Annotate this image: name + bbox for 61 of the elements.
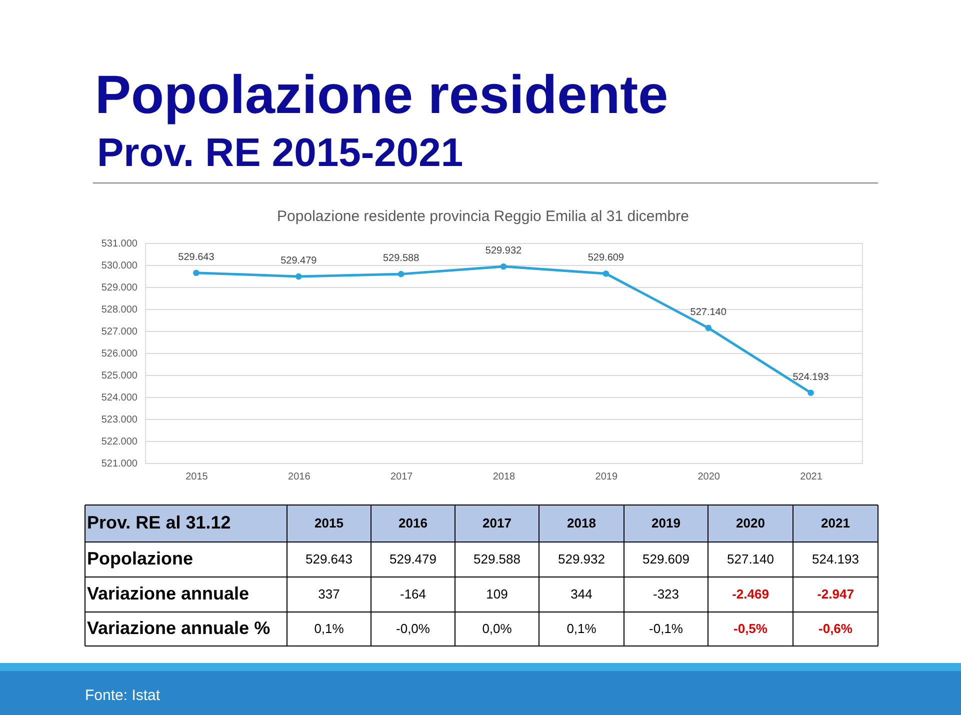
x-tick-label: 2015 — [186, 472, 208, 482]
text: -0,0% — [396, 621, 430, 636]
text: 344 — [570, 586, 592, 602]
source-note: Fonte: Istat — [85, 687, 161, 704]
category-label: 2016 — [398, 516, 428, 530]
text: 529.588 — [382, 253, 420, 264]
text: Variazione annuale — [87, 584, 250, 604]
x-tick-label: 2016 — [288, 472, 311, 482]
text: 529.609 — [642, 552, 690, 566]
text: 529.479 — [390, 552, 436, 566]
text: 337 — [318, 586, 340, 602]
y-tick-label: 530.000 — [101, 260, 138, 272]
text: 529.479 — [280, 255, 317, 266]
text: -0,6% — [818, 621, 853, 636]
category-label: 2019 — [652, 516, 680, 530]
x-tick-label: 2018 — [492, 472, 516, 482]
y-tick-label: 522.000 — [101, 436, 138, 448]
text: 524.193 — [812, 552, 859, 566]
text: Prov. RE al 31.12 — [87, 512, 231, 532]
text: -164 — [400, 586, 426, 602]
y-tick-label: 525.000 — [101, 370, 138, 382]
text: Popolazione residente provincia Reggio Emilia al 31 dicembre — [277, 208, 689, 225]
text: 524.193 — [792, 372, 829, 383]
text: -2.947 — [817, 586, 854, 602]
text: 527.140 — [690, 306, 726, 318]
text: 529.588 — [474, 552, 520, 566]
category-label: 2015 — [314, 516, 344, 530]
chart-subtitle: Prov. RE 2015-2021 — [97, 131, 464, 175]
category-label: 2017 — [482, 516, 512, 530]
text: 109 — [486, 586, 508, 602]
category-label: 2018 — [567, 516, 596, 530]
y-tick-label: 529.000 — [101, 282, 138, 294]
x-tick-label: 2019 — [595, 472, 618, 482]
category-label: 2021 — [821, 516, 850, 530]
text: -2.469 — [732, 586, 769, 602]
x-tick-label: 2017 — [390, 472, 414, 482]
text: 529.932 — [558, 552, 605, 566]
text: Variazione annuale % — [87, 618, 270, 638]
text: -0,1% — [649, 621, 684, 636]
text: 529.643 — [306, 552, 352, 566]
category-label: 2020 — [736, 516, 765, 530]
x-tick-label: 2021 — [800, 472, 823, 482]
text: 527.140 — [727, 552, 774, 566]
text: 529.609 — [588, 252, 624, 264]
text: 0,1% — [566, 621, 597, 636]
text: 529.932 — [485, 245, 522, 256]
text: Popolazione — [87, 548, 194, 568]
text: -0,5% — [734, 621, 768, 636]
y-tick-label: 524.000 — [101, 392, 138, 404]
y-tick-label: 521.000 — [101, 458, 138, 470]
y-tick-label: 528.000 — [101, 304, 138, 316]
text: 0,0% — [482, 621, 512, 636]
text: -323 — [652, 586, 680, 602]
chart-title: Popolazione residente — [95, 65, 668, 125]
y-tick-label: 526.000 — [101, 348, 138, 360]
y-tick-label: 523.000 — [101, 414, 138, 426]
y-tick-label: 531.000 — [101, 238, 138, 250]
y-tick-label: 527.000 — [101, 326, 138, 338]
x-tick-label: 2020 — [698, 472, 720, 482]
text: 529.643 — [178, 252, 214, 263]
text: 0,1% — [314, 621, 344, 636]
